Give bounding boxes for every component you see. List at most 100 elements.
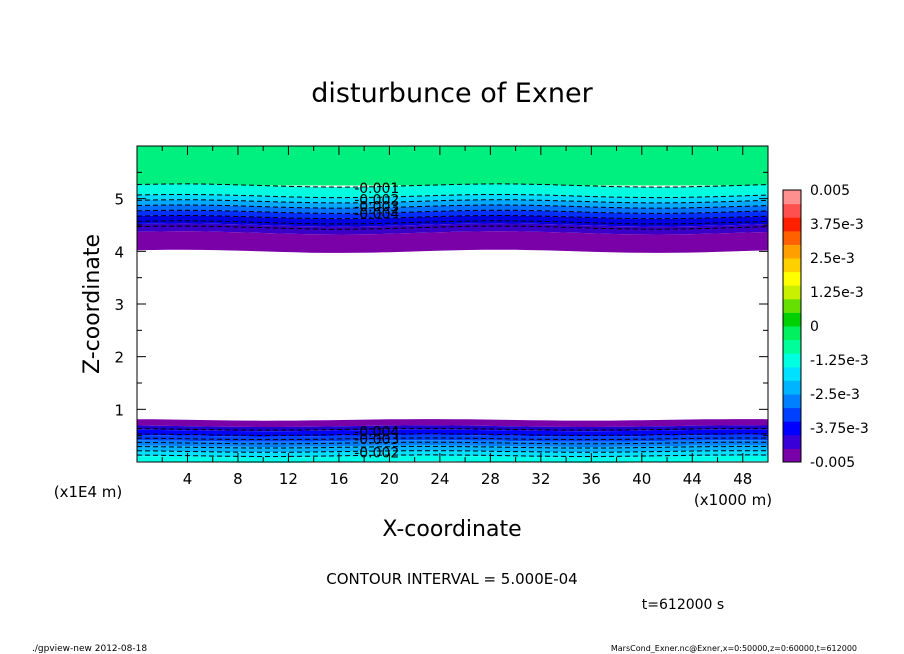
x-tick-label: 24 (430, 470, 449, 488)
lower-contour-0 (136, 428, 768, 431)
x-tick-label: 40 (632, 470, 651, 488)
colorbar-swatch (783, 298, 801, 313)
upper-contour-4 (136, 209, 769, 214)
x-tick-label: 36 (582, 470, 601, 488)
upper-contour-5 (136, 214, 769, 220)
colorbar-frame (782, 189, 802, 463)
contour-label-lower-1: -0.003 (354, 432, 399, 448)
upper-contour-6 (136, 220, 769, 225)
colorbar-label: -2.5e-3 (810, 387, 860, 403)
lower-contour-6 (136, 454, 769, 457)
upper-band-4 (137, 210, 768, 219)
colorbar-swatch (783, 407, 801, 422)
x-tick-label: 4 (183, 470, 193, 488)
x-axis-label: X-coordinate (382, 517, 521, 542)
y-tick-label: 3 (114, 296, 124, 314)
colorbar-swatch (783, 244, 801, 259)
colorbar-swatch (783, 258, 801, 273)
upper-contour-2 (136, 199, 769, 204)
colorbar-label: -1.25e-3 (810, 353, 869, 369)
upper-band-zero (137, 146, 768, 186)
y-unit-label: (x1E4 m) (54, 483, 123, 501)
footer-right: MarsCond_Exner.nc@Exner,x=0:50000,z=0:60… (611, 644, 857, 653)
plot-area: -0.001-0.002-0.003-0.004-0.004-0.003-0.0… (136, 145, 769, 463)
colorbar-labels: 0.005 3.75e-3 2.5e-3 1.25e-3 0 -1.25e-3 -2.5e-… (810, 183, 869, 471)
colorbar-label: 2.5e-3 (810, 251, 855, 267)
colorbar-swatch (783, 339, 801, 354)
x-tick-label: 12 (279, 470, 298, 488)
lower-contour-2 (136, 437, 769, 441)
colorbar-label: -0.005 (810, 455, 855, 471)
contour-lines (136, 183, 769, 457)
colorbar-label: -3.75e-3 (810, 421, 869, 437)
x-tick-label: 28 (481, 470, 500, 488)
colorbar-swatch (783, 190, 801, 205)
y-tick-label: 4 (114, 243, 124, 261)
lower-contour-1 (136, 433, 769, 436)
contour-label-upper-3: -0.004 (354, 206, 399, 222)
y-tick-labels: 1 2 3 4 5 (114, 191, 124, 420)
colorbar-swatch (783, 230, 801, 245)
x-tick-label: 8 (233, 470, 243, 488)
upper-contour-0 (136, 183, 769, 188)
y-tick-label: 1 (114, 401, 124, 419)
axis-ticks (137, 146, 769, 462)
colorbar-label: 0 (810, 319, 819, 335)
footer-left: ./gpview-new 2012-08-18 (32, 644, 147, 654)
contour-label-upper-1: -0.002 (354, 193, 399, 209)
upper-band-0 (137, 183, 768, 198)
colorbar-swatch (783, 434, 801, 449)
x-tick-label: 44 (683, 470, 702, 488)
contour-label-lower-2: -0.002 (354, 446, 399, 462)
x-tick-labels: 4 8 12 16 20 24 28 32 36 40 44 48 (183, 470, 753, 488)
contour-label-lower-0: -0.004 (354, 424, 399, 440)
y-tick-label: 2 (114, 349, 124, 367)
colorbar-label: 3.75e-3 (810, 217, 864, 233)
lower-contour-5 (136, 450, 769, 453)
lower-band-4 (137, 440, 768, 447)
colorbar-swatch (783, 326, 801, 341)
x-tick-label: 48 (733, 470, 752, 488)
x-tick-label: 32 (531, 470, 550, 488)
x-tick-label: 20 (380, 470, 399, 488)
lower-band-0 (137, 419, 768, 427)
lower-contour-4 (136, 446, 768, 449)
upper-contour-3 (136, 204, 769, 209)
colorbar-swatch (783, 421, 801, 436)
upper-contour-1 (136, 194, 769, 199)
colorbar-swatch (783, 448, 801, 463)
upper-band-1 (137, 194, 768, 203)
colorbar-swatch (783, 366, 801, 381)
colorbar-swatch (783, 271, 801, 286)
lower-contour-3 (136, 441, 768, 445)
upper-band-2 (137, 199, 768, 209)
y-tick-label: 5 (114, 191, 124, 209)
upper-band-3 (137, 205, 768, 214)
colorbar-label: 1.25e-3 (810, 285, 864, 301)
upper-band-7 (137, 231, 768, 253)
colorbar-swatch (783, 394, 801, 409)
colorbar-swatch (783, 203, 801, 218)
colorbar-swatches (783, 190, 801, 463)
lower-band-5 (137, 445, 768, 453)
contour-labels: -0.001-0.002-0.003-0.004-0.004-0.003-0.0… (354, 181, 399, 461)
contour-interval-note: CONTOUR INTERVAL = 5.000E-04 (326, 570, 577, 588)
colorbar-swatch (783, 380, 801, 395)
upper-contour-7 (136, 225, 769, 230)
lower-band-7 (137, 455, 768, 463)
colorbar-label: 0.005 (810, 183, 850, 199)
time-note: t=612000 s (642, 597, 724, 613)
chart-title: disturbunce of Exner (311, 78, 593, 109)
contour-label-upper-0: -0.001 (354, 181, 399, 197)
x-tick-label: 16 (329, 470, 348, 488)
colorbar-swatch (783, 312, 801, 327)
contour-label-upper-2: -0.003 (354, 200, 399, 216)
colorbar-swatch (783, 353, 801, 368)
y-axis-label: Z-coordinate (80, 234, 105, 374)
colorbar-swatch (783, 217, 801, 232)
x-unit-label: (x1000 m) (694, 491, 772, 509)
upper-band-6 (137, 223, 768, 235)
colorbar: 0.005 3.75e-3 2.5e-3 1.25e-3 0 -1.25e-3 -2.5e-… (782, 183, 869, 471)
lower-band-2 (137, 429, 768, 437)
